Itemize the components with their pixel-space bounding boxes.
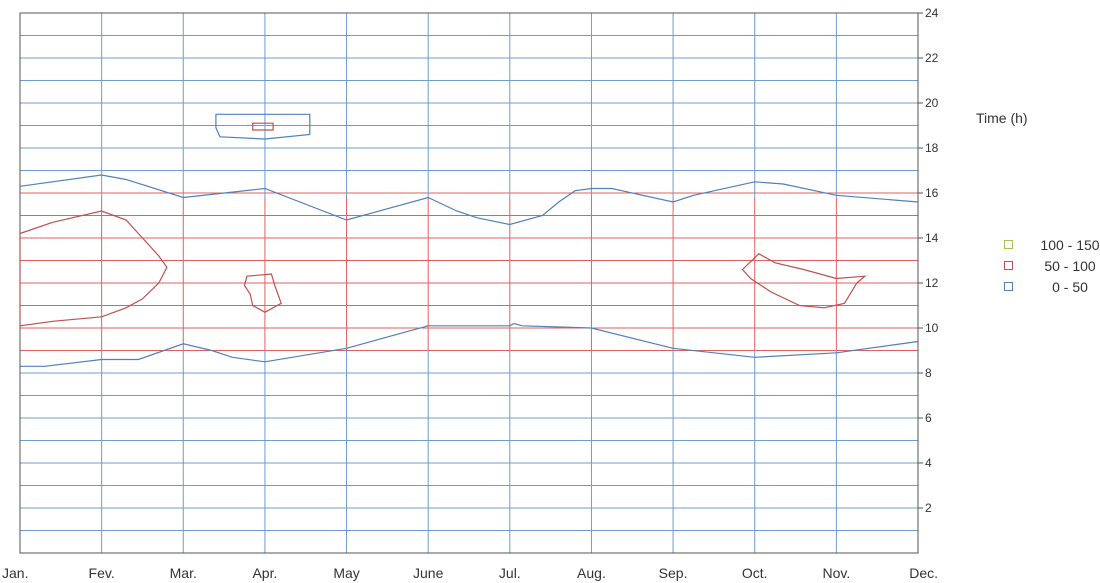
y-tick-label: 18 [925, 141, 939, 155]
contour-upper-boundary [19, 174, 919, 226]
y-tick-label: 22 [925, 51, 939, 65]
contour-january-region [19, 210, 168, 327]
y-tick-label: 12 [925, 276, 939, 290]
contour-lines [19, 113, 919, 367]
x-tick-label: Jul. [499, 565, 521, 581]
legend-label: 100 - 150 [1040, 237, 1099, 253]
y-tick-label: 16 [925, 186, 939, 200]
y-tick-label: 14 [925, 231, 939, 245]
x-tick-label: Sep. [659, 565, 688, 581]
x-tick-label: Nov. [822, 565, 850, 581]
x-tick-label: Apr. [252, 565, 277, 581]
legend-swatch [1004, 282, 1013, 291]
y-tick-label: 6 [925, 411, 932, 425]
x-tick-label: Fev. [89, 565, 115, 581]
legend-swatch [1004, 261, 1013, 270]
y-tick-label: 20 [925, 96, 939, 110]
x-tick-label: June [413, 565, 444, 581]
x-tick-label: May [333, 565, 359, 581]
contour-evening-island [215, 113, 311, 140]
contour-lower-boundary [20, 322, 919, 367]
x-axis-labels: Jan. Fev. Mar. Apr. May June Jul. Aug. Sep. Oct. N… [2, 565, 938, 581]
x-tick-label: Dec. [909, 565, 938, 581]
y-axis-label: Time (h) [976, 110, 1028, 126]
y-tick-label: 2 [925, 501, 932, 515]
legend-swatch [1004, 240, 1013, 249]
y-tick-label: 4 [925, 456, 932, 470]
horizontal-gridlines [20, 12, 918, 554]
contour-october-region [741, 253, 867, 309]
legend-label: 50 - 100 [1044, 258, 1096, 274]
y-tick-label: 8 [925, 366, 932, 380]
x-tick-label: Jan. [2, 565, 28, 581]
y-tick-label: 24 [925, 6, 939, 20]
legend-label: 0 - 50 [1052, 279, 1088, 295]
x-tick-label: Aug. [577, 565, 606, 581]
x-tick-label: Mar. [170, 565, 197, 581]
y-tick-label: 10 [925, 321, 939, 335]
legend: 100 - 150 50 - 100 0 - 50 [1004, 237, 1100, 295]
contour-evening-island-inner [252, 122, 274, 131]
contour-april-region [243, 273, 282, 313]
x-tick-label: Oct. [742, 565, 768, 581]
